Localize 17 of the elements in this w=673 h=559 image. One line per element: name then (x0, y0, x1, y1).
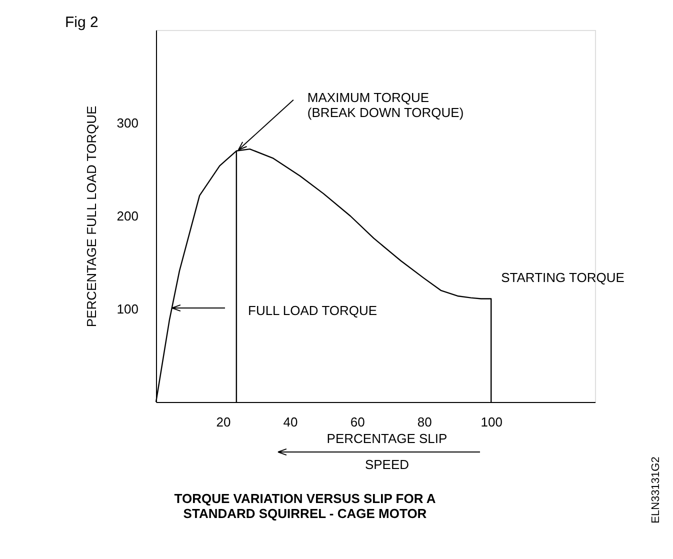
caption: Fig 2 (65, 14, 98, 31)
x-tick-label: 20 (216, 414, 231, 430)
text: TORQUE VARIATION VERSUS SLIP FOR A STANDARD SQUIRREL - CAGE MOTOR (174, 491, 436, 521)
x-tick-label: 40 (283, 414, 298, 430)
annotation: STARTING TORQUE (501, 270, 625, 285)
x-tick-label: 80 (417, 414, 432, 430)
x-tick-label: 60 (350, 414, 365, 430)
y-tick-label: 300 (116, 116, 138, 130)
y-tick-label: 100 (116, 302, 138, 316)
x-tick-label: 100 (480, 414, 502, 430)
y-axis-title: PERCENTAGE FULL LOAD TORQUE (84, 106, 99, 328)
text: SPEED (364, 457, 410, 472)
text: ELN33131G2 (650, 456, 662, 524)
annotation: FULL LOAD TORQUE (248, 303, 378, 318)
y-tick-label: 200 (116, 208, 138, 224)
annotation: MAXIMUM TORQUE (BREAK DOWN TORQUE) (307, 90, 464, 120)
text: PERCENTAGE SLIP (326, 431, 448, 446)
